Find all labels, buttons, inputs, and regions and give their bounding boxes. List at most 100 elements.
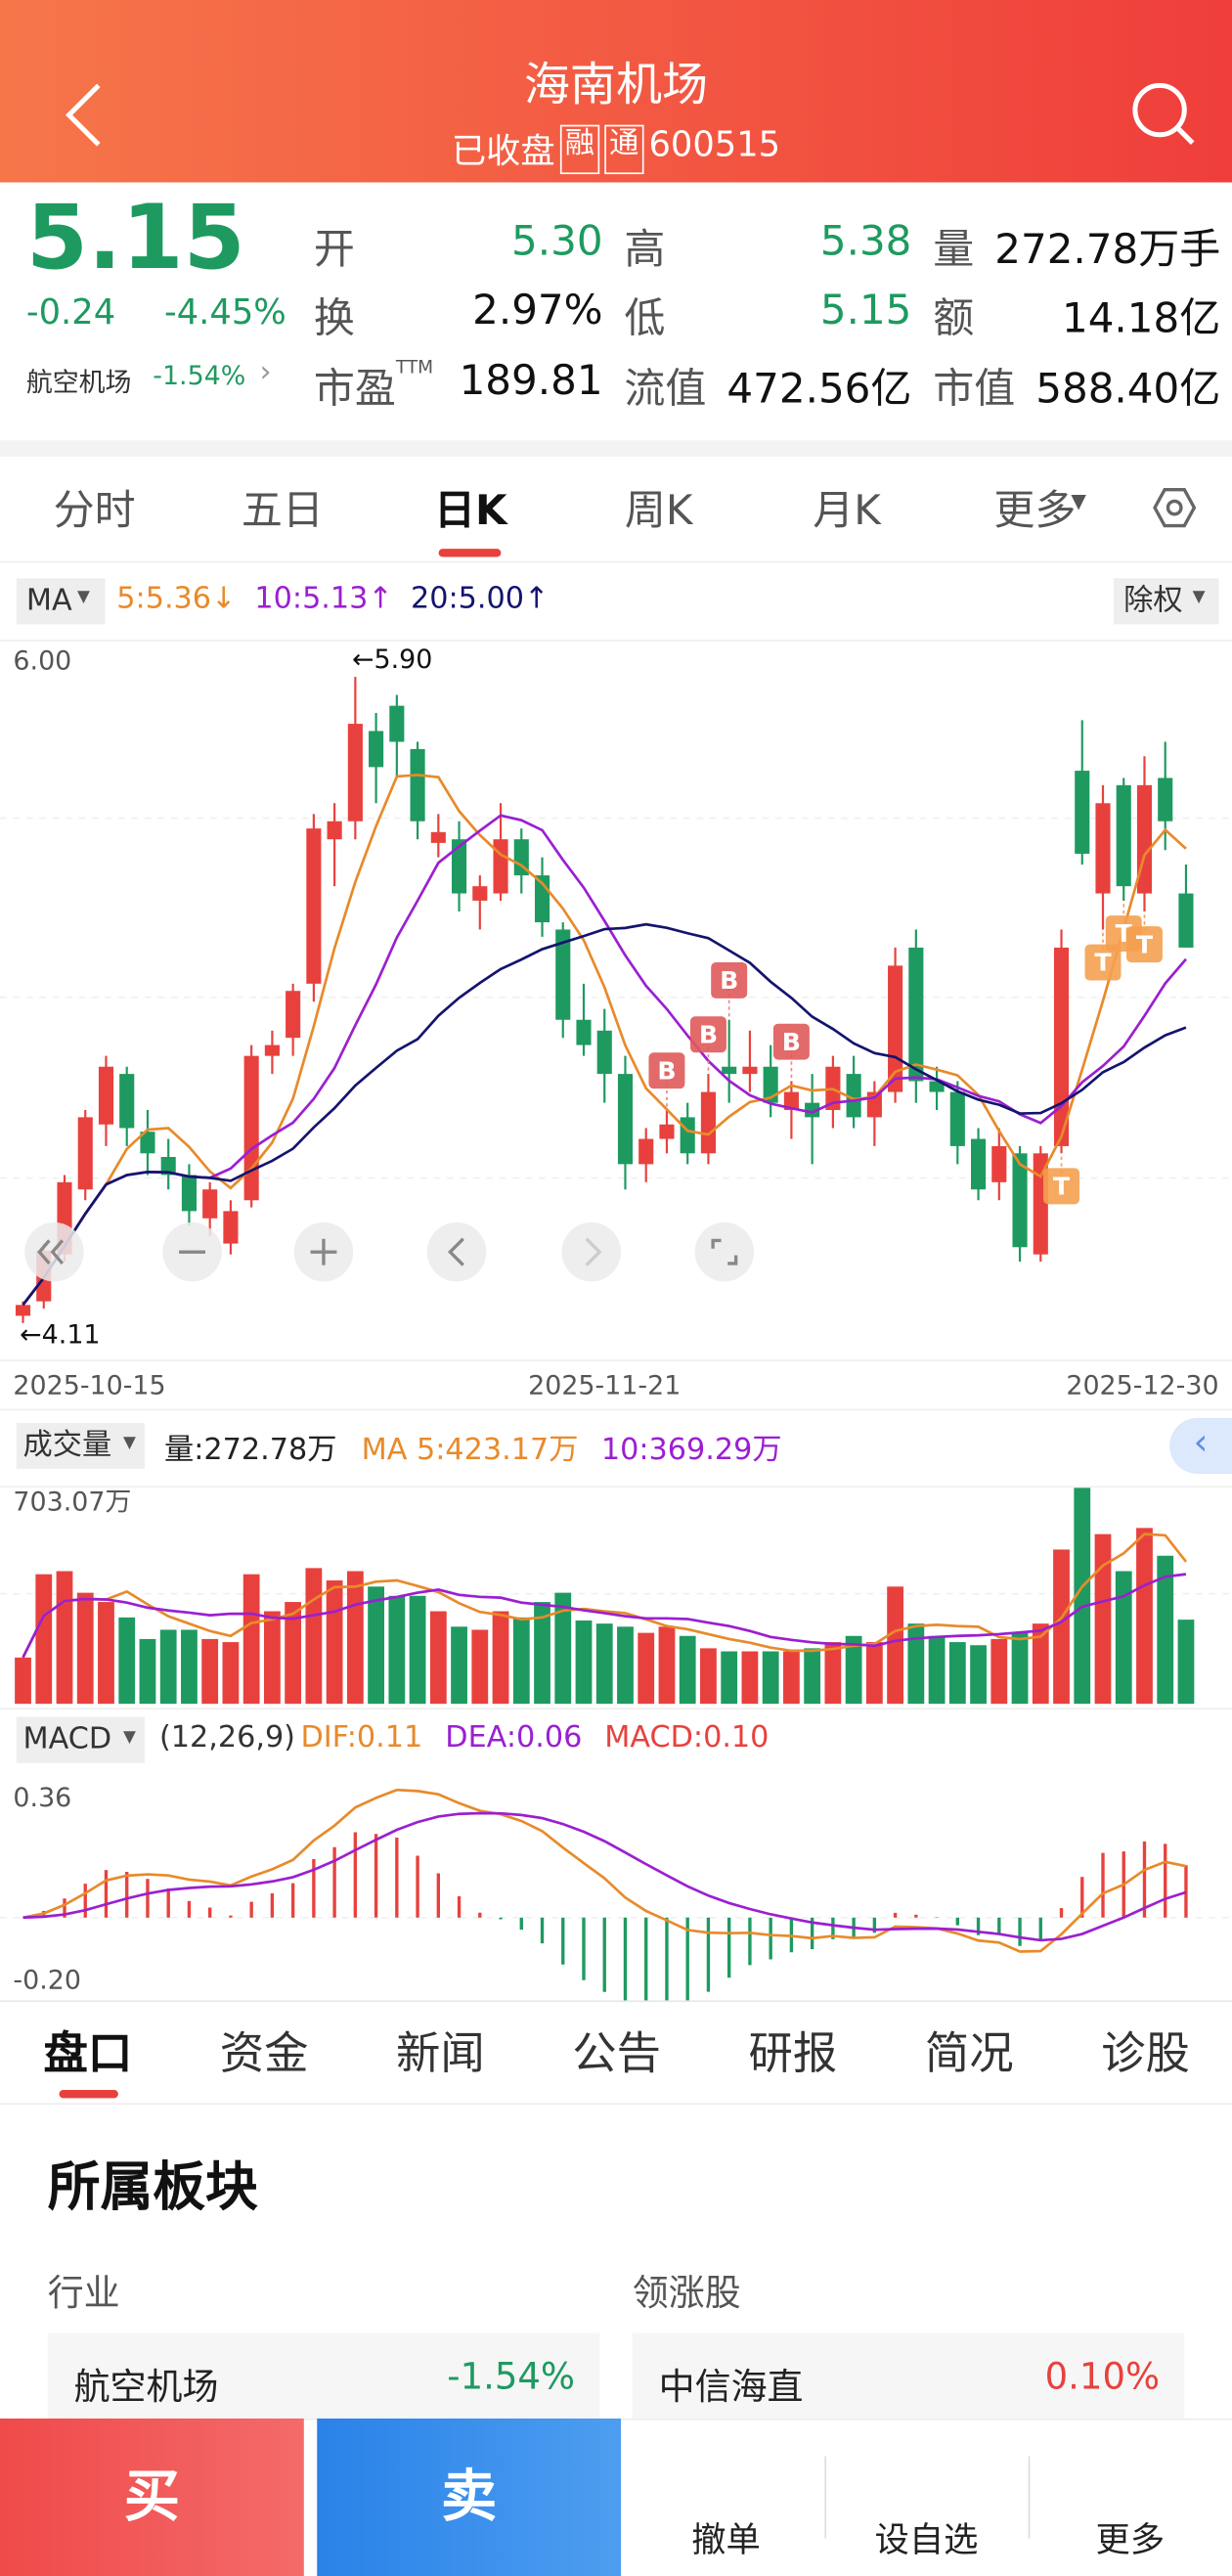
volume-bar (159, 1629, 177, 1705)
volume-summary: 10:369.29万 (600, 1432, 782, 1468)
dropdown: ▼ (76, 588, 90, 606)
chart-nav-button[interactable] (561, 1221, 622, 1282)
field-label: 量 (933, 217, 974, 276)
period-tab[interactable]: 周K (624, 486, 693, 534)
detail-tab[interactable]: 简况 (924, 2028, 1014, 2080)
tab-indicator (59, 2089, 118, 2099)
chart-nav-button[interactable] (694, 1221, 755, 1282)
settings-icon (1153, 487, 1197, 528)
candle-body (1116, 784, 1131, 887)
nav-icon (447, 1237, 464, 1266)
dropdown: ▼ (1192, 588, 1206, 606)
detail-tab[interactable]: 公告 (572, 2028, 662, 2080)
trade-mark (1126, 926, 1163, 963)
detail-tab[interactable]: 研报 (748, 2028, 838, 2080)
volume-bar (928, 1635, 946, 1705)
footer-action[interactable]: 撤单 (691, 2520, 761, 2560)
subtitle-row: 已收盘融通 600515 (0, 124, 1232, 175)
detail-tab[interactable]: 新闻 (396, 2028, 485, 2080)
ma-button[interactable]: MA (16, 578, 106, 625)
footer-action[interactable]: 更多 (1095, 2520, 1166, 2560)
field-label-text: 流值 (624, 364, 707, 413)
field-label: 开 (314, 217, 355, 276)
ma-value: 5:5.36↓ (116, 581, 237, 616)
divider (0, 440, 1232, 458)
candle-body (243, 1055, 259, 1201)
field-value: 5.30 (511, 216, 603, 265)
candle-body (742, 1066, 758, 1075)
candle-body (119, 1074, 135, 1129)
leader-pct: 0.10% (1044, 2357, 1161, 2399)
field-label: 高 (624, 217, 665, 276)
candle-body (783, 1091, 799, 1111)
footer-action[interactable]: 设自选 (874, 2520, 979, 2560)
trade-mark-label: T (1136, 930, 1154, 958)
dif-line (22, 1788, 1187, 1953)
field-value: 588.40亿 (1035, 364, 1221, 413)
leader-label: 领涨股 (632, 2274, 741, 2316)
volume-bar (1136, 1528, 1153, 1705)
field-value: 189.81 (459, 356, 603, 405)
volume-bar (1094, 1533, 1112, 1705)
candle-body (659, 1124, 675, 1139)
candle-body (77, 1117, 93, 1190)
dropdown: ▼ (122, 1728, 136, 1747)
trade-mark (689, 1016, 726, 1053)
ma-value: 20:5.00↑ (411, 581, 550, 616)
macd-button[interactable]: MACD (16, 1716, 145, 1763)
candle-body (1095, 803, 1111, 894)
field-label-text: 量 (933, 225, 975, 273)
industry-label: 行业 (47, 2274, 120, 2316)
period-tab[interactable]: 五日 (241, 486, 324, 534)
candle-body (908, 947, 924, 1082)
candle-body (181, 1175, 197, 1212)
trade-mark (648, 1052, 685, 1089)
field-value: 14.18亿 (1061, 293, 1221, 342)
back-button[interactable] (59, 82, 108, 148)
field-label: 市值 (933, 357, 1015, 416)
volume-bar (201, 1638, 219, 1705)
industry-box[interactable] (47, 2332, 600, 2425)
field-label: 低 (624, 286, 665, 344)
search-button[interactable] (1126, 79, 1199, 152)
volume-bar (1115, 1571, 1132, 1705)
period-tab[interactable]: 分时 (53, 486, 136, 534)
volume-bar (139, 1638, 156, 1705)
volume-bar (76, 1592, 94, 1705)
volume-bar (429, 1611, 447, 1705)
volume-bar (865, 1642, 883, 1705)
candle-body (286, 991, 301, 1039)
field-label-text: 市值 (933, 364, 1016, 413)
trade-mark-label: T (1094, 949, 1112, 977)
volume-button[interactable]: 成交量 (16, 1422, 145, 1469)
period-tab[interactable]: 日K (434, 486, 507, 534)
candle-body (513, 839, 529, 876)
candle-body (700, 1091, 716, 1154)
chart-nav-button[interactable] (426, 1221, 487, 1282)
candle-body (327, 821, 342, 840)
nav-icon (37, 1239, 65, 1266)
buy-button[interactable]: 买 (0, 2418, 304, 2576)
divider (0, 2103, 1232, 2106)
candle-body (264, 1044, 280, 1056)
period-tab[interactable]: 月K (813, 486, 881, 534)
extreme-label: ←5.90 (352, 644, 432, 675)
field-value: 472.56亿 (726, 364, 912, 413)
leader-box[interactable] (632, 2332, 1185, 2425)
macd-summary: DIF:0.11 (300, 1719, 423, 1755)
volume-bar (948, 1642, 966, 1705)
candle-body (555, 929, 571, 1020)
volume-bar (326, 1579, 343, 1705)
sell-button[interactable]: 卖 (317, 2418, 622, 2576)
volume-bar (804, 1648, 821, 1705)
adjust-button[interactable]: 除权 (1114, 578, 1219, 625)
field-value: 2.97% (472, 286, 603, 334)
collapse-tab[interactable]: ‹ (1169, 1417, 1232, 1474)
volume-bar (887, 1586, 903, 1705)
volume-bar (782, 1651, 800, 1705)
detail-tab[interactable]: 诊股 (1101, 2028, 1190, 2080)
period-tab[interactable]: 更多 (993, 486, 1077, 534)
detail-tab[interactable]: 资金 (219, 2028, 309, 2080)
detail-tab[interactable]: 盘口 (43, 2028, 133, 2080)
